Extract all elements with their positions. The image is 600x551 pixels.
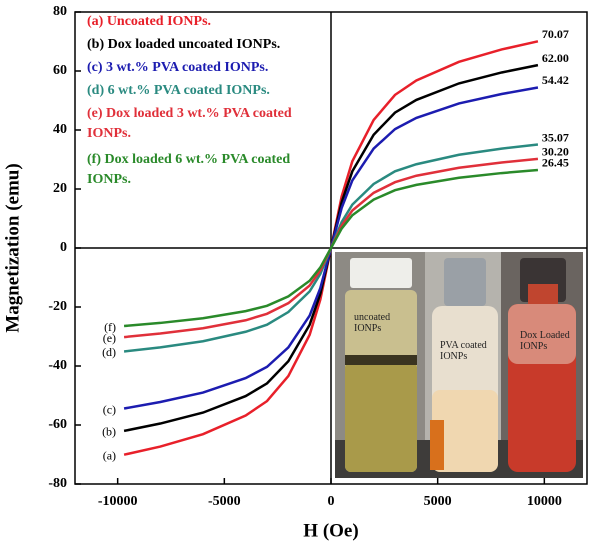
x-tick-label: 10000 [527, 494, 562, 509]
y-tick-label: 80 [53, 4, 67, 19]
x-tick-label: -10000 [98, 494, 138, 509]
legend-entry: (b) Dox loaded uncoated IONPs. [87, 37, 281, 52]
curve-tag: (b) [102, 425, 116, 439]
curve-tag: (d) [102, 345, 116, 359]
inset-label: PVA coated IONPs [440, 340, 487, 362]
inset-label: uncoated IONPs [354, 312, 391, 334]
x-tick-label: -5000 [208, 494, 241, 509]
inset-label: Dox Loaded IONPs [520, 330, 570, 352]
end-label: 35.07 [542, 130, 569, 144]
y-tick-label: 20 [53, 181, 67, 196]
legend-entry: (c) 3 wt.% PVA coated IONPs. [87, 60, 269, 75]
legend-entry: (e) Dox loaded 3 wt.% PVA coated IONPs. [87, 106, 292, 141]
x-axis-label: H (Oe) [303, 520, 358, 541]
y-tick-label: 60 [53, 63, 67, 78]
end-label: 54.42 [542, 73, 569, 87]
legend-entry: (f) Dox loaded 6 wt.% PVA coated IONPs. [87, 152, 291, 187]
curve-tag: (f) [104, 320, 116, 334]
legend-entry: (d) 6 wt.% PVA coated IONPs. [87, 83, 270, 98]
y-tick-label: -20 [48, 299, 67, 314]
end-label: 26.45 [542, 156, 569, 170]
end-label: 62.00 [542, 51, 569, 65]
curve-tag: (c) [103, 402, 116, 416]
x-tick-label: 5000 [424, 494, 452, 509]
curve [123, 168, 539, 328]
inset-photo [335, 252, 583, 478]
end-label: 70.07 [542, 27, 569, 41]
curve-tag: (a) [103, 448, 116, 462]
y-tick-label: -40 [48, 358, 67, 373]
end-label: 30.20 [542, 145, 569, 159]
y-tick-label: 40 [53, 122, 67, 137]
y-axis-label: Magnetization (emu) [2, 163, 23, 332]
y-tick-label: -60 [48, 417, 67, 432]
x-tick-label: 0 [328, 494, 335, 509]
y-tick-label: 0 [60, 240, 67, 255]
y-tick-label: -80 [48, 476, 67, 491]
legend-entry: (a) Uncoated IONPs. [87, 14, 212, 29]
curve-tag: (e) [103, 331, 116, 345]
